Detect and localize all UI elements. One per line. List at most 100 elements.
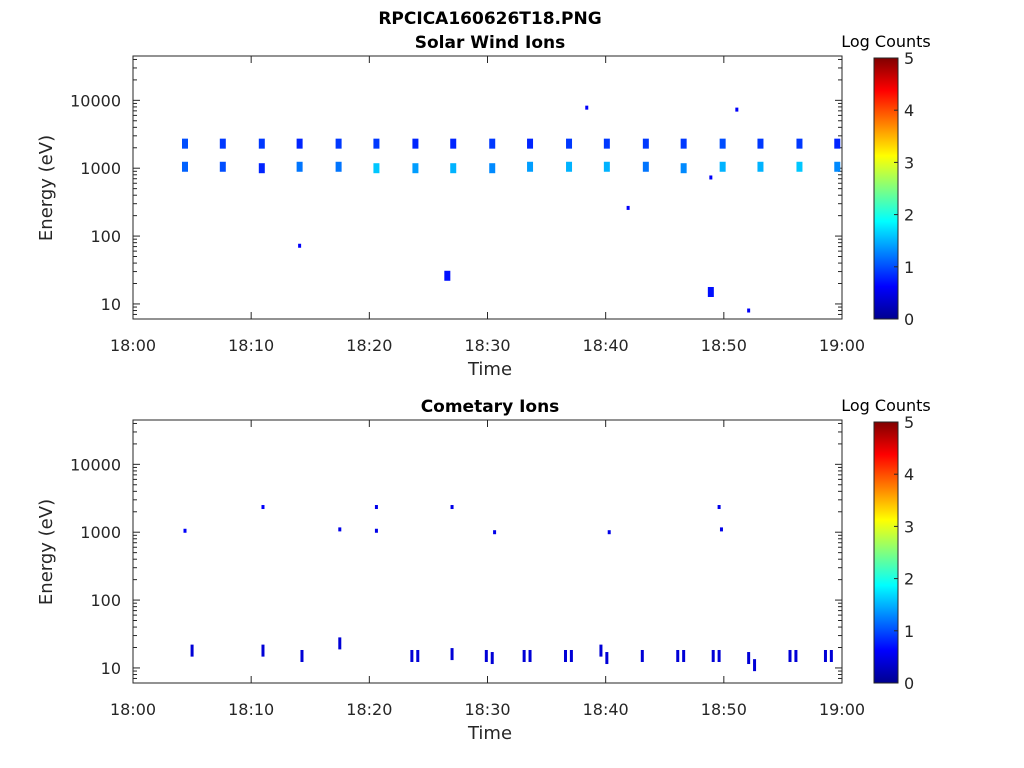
- x-tick-label: 18:00: [110, 336, 156, 355]
- colorbar-tick-label: 1: [904, 622, 914, 641]
- data-cell: [450, 163, 457, 174]
- data-cell: [680, 163, 687, 174]
- solar-wind-colorbar-ticks: 0 1 2 3 4 5: [894, 49, 914, 329]
- data-cell: [603, 161, 610, 172]
- data-cell: [626, 205, 630, 210]
- data-cell: [373, 138, 380, 149]
- x-tick-label: 19:00: [819, 336, 865, 355]
- colorbar-tick-label: 3: [904, 517, 914, 536]
- data-cell: [735, 107, 739, 112]
- solar-wind-x-ticks: 18:00 18:10 18:20 18:30 18:40 18:50 19:00: [110, 56, 865, 355]
- data-cell: [605, 652, 609, 665]
- data-cell: [829, 649, 833, 662]
- x-tick-label: 18:50: [701, 336, 747, 355]
- solar-wind-y-label: Energy (eV): [36, 135, 57, 241]
- colorbar-tick-label: 2: [904, 570, 914, 589]
- data-cell: [757, 161, 764, 172]
- x-tick-label: 18:30: [464, 336, 510, 355]
- x-tick-label: 18:20: [346, 336, 392, 355]
- data-cell: [640, 649, 644, 662]
- data-cell: [680, 138, 687, 149]
- colorbar-tick-label: 4: [904, 101, 914, 120]
- solar-wind-title: Solar Wind Ions: [415, 33, 566, 53]
- data-cell: [183, 528, 187, 533]
- data-cell: [296, 138, 303, 149]
- y-tick-label: 10: [101, 295, 121, 314]
- solar-wind-colorbar: [873, 57, 899, 320]
- data-cell: [603, 138, 610, 149]
- solar-wind-plot-area: [132, 55, 843, 320]
- data-cell: [711, 649, 715, 662]
- data-cell: [569, 649, 573, 662]
- data-cell: [219, 161, 226, 172]
- data-cell: [373, 163, 380, 174]
- data-cell: [410, 649, 414, 662]
- colorbar-tick-label: 0: [904, 674, 914, 693]
- data-cell: [719, 161, 726, 172]
- data-cell: [258, 138, 265, 149]
- colorbar-tick-label: 3: [904, 153, 914, 172]
- data-cell: [489, 163, 496, 174]
- data-cell: [747, 308, 751, 313]
- data-cell: [642, 138, 649, 149]
- cometary-y-label: Energy (eV): [36, 499, 57, 605]
- data-cell: [261, 644, 265, 657]
- data-cell: [522, 649, 526, 662]
- data-cell: [599, 644, 603, 657]
- data-cell: [585, 105, 589, 110]
- data-cell: [296, 161, 303, 172]
- data-cell: [444, 270, 451, 281]
- data-cell: [563, 649, 567, 662]
- data-cell: [566, 138, 573, 149]
- solar-wind-y-ticks: 10 100 1000 10000: [70, 58, 842, 320]
- data-cell: [717, 505, 721, 510]
- data-cell: [412, 138, 419, 149]
- data-cell: [374, 505, 378, 510]
- data-cell: [527, 138, 534, 149]
- x-tick-label: 18:30: [464, 700, 510, 719]
- colorbar-tick-label: 5: [904, 49, 914, 68]
- y-tick-label: 100: [90, 227, 121, 246]
- data-cell: [450, 505, 454, 510]
- solar-wind-x-label: Time: [467, 359, 512, 380]
- data-cell: [484, 649, 488, 662]
- data-cell: [493, 530, 497, 535]
- colorbar-tick-label: 4: [904, 465, 914, 484]
- colorbar-tick-label: 5: [904, 413, 914, 432]
- data-cell: [490, 652, 494, 665]
- data-cell: [219, 138, 226, 149]
- data-cell: [528, 649, 532, 662]
- data-cell: [717, 649, 721, 662]
- solar-wind-data-cells: [181, 105, 841, 313]
- cometary-y-ticks: 10 100 1000 10000: [70, 422, 842, 684]
- x-tick-label: 19:00: [819, 700, 865, 719]
- data-cell: [823, 649, 827, 662]
- data-cell: [261, 505, 265, 510]
- y-tick-label: 10: [101, 659, 121, 678]
- data-cell: [566, 161, 573, 172]
- cometary-colorbar-ticks: 0 1 2 3 4 5: [894, 413, 914, 693]
- data-cell: [788, 649, 792, 662]
- data-cell: [300, 649, 304, 662]
- data-cell: [757, 138, 764, 149]
- data-cell: [374, 528, 378, 533]
- x-tick-label: 18:10: [228, 336, 274, 355]
- data-cell: [709, 175, 713, 180]
- colorbar-tick-label: 2: [904, 206, 914, 225]
- data-cell: [338, 637, 342, 650]
- colorbar-tick-label: 1: [904, 258, 914, 277]
- x-tick-label: 18:40: [583, 336, 629, 355]
- data-cell: [794, 649, 798, 662]
- data-cell: [796, 138, 803, 149]
- cometary-x-ticks: 18:00 18:10 18:20 18:30 18:40 18:50 19:00: [110, 420, 865, 719]
- data-cell: [707, 286, 714, 297]
- data-cell: [747, 652, 751, 665]
- x-tick-label: 18:20: [346, 700, 392, 719]
- data-cell: [489, 138, 496, 149]
- y-tick-label: 100: [90, 591, 121, 610]
- data-cell: [753, 659, 757, 672]
- cometary-plot-area: [132, 419, 843, 684]
- data-cell: [338, 527, 342, 532]
